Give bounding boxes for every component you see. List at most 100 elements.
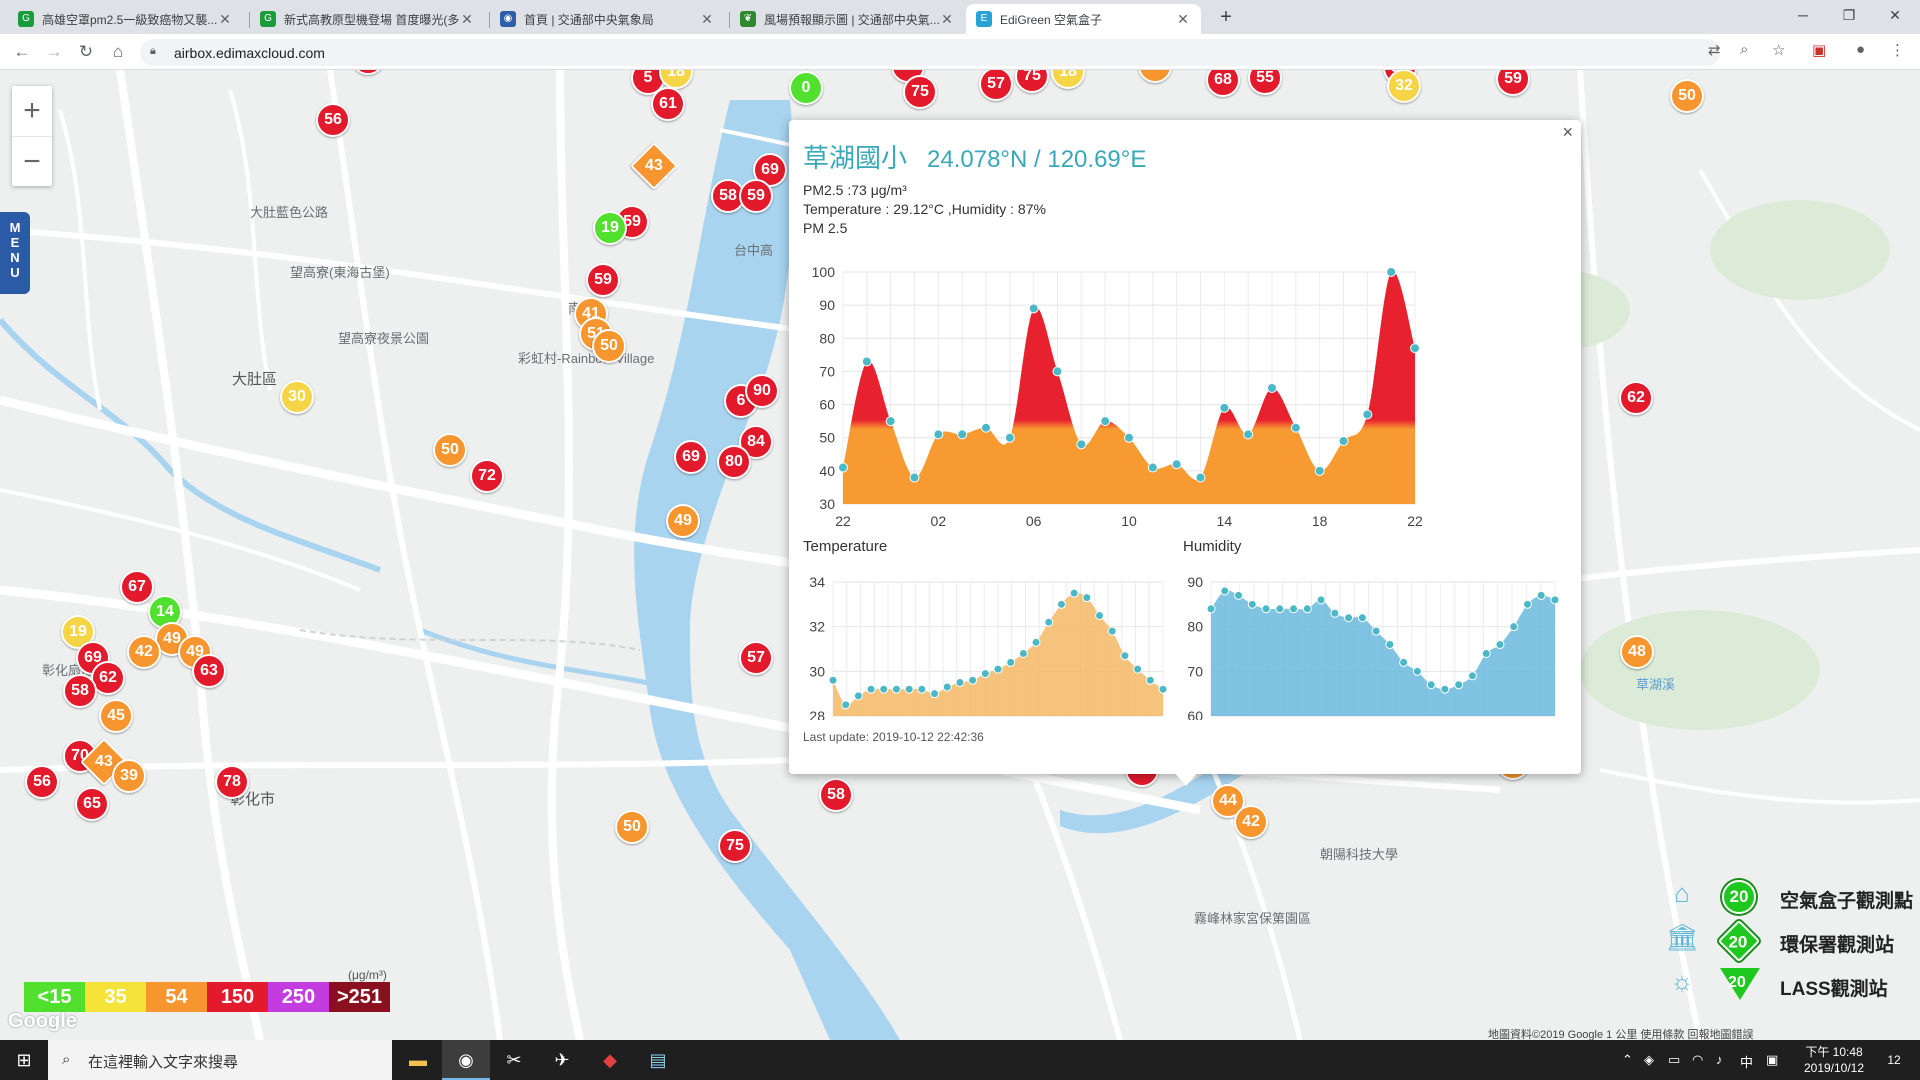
tray-battery-icon[interactable]: ▭	[1668, 1052, 1681, 1067]
airbox-marker[interactable]: 48	[1620, 635, 1654, 669]
airbox-marker[interactable]: 75	[718, 829, 752, 863]
data-point	[1467, 671, 1477, 681]
tray-chevron-icon[interactable]: ⌃	[1622, 1052, 1633, 1067]
y-tick-label: 28	[809, 708, 825, 720]
airbox-marker[interactable]: 59	[586, 263, 620, 297]
window-close-button[interactable]: ✕	[1889, 7, 1901, 23]
airbox-marker[interactable]: 56	[25, 765, 59, 799]
tab-2[interactable]: G 新式高教原型機登場 首度曝光(多... ✕	[250, 4, 485, 34]
airbox-marker[interactable]: 32	[1387, 70, 1421, 103]
airbox-marker[interactable]: 57	[739, 641, 773, 675]
restore-button[interactable]: ❐	[1842, 7, 1856, 23]
data-point	[1330, 608, 1340, 618]
windows-start-icon[interactable]: ⊞	[16, 1050, 32, 1070]
clock-date[interactable]: 2019/10/12	[1803, 1061, 1865, 1075]
extension-icon[interactable]: ▣	[1812, 42, 1827, 59]
clock-time[interactable]: 下午 10:48	[1805, 1045, 1863, 1059]
tab-title: 高雄空罩pm2.5一級致癌物又襲...	[42, 12, 217, 27]
airbox-marker[interactable]: 5	[631, 70, 665, 95]
airbox-marker[interactable]: 57	[979, 70, 1013, 101]
airbox-marker[interactable]: 63	[192, 654, 226, 688]
account-icon[interactable]: ●	[1856, 41, 1866, 58]
airbox-marker[interactable]: 50	[433, 433, 467, 467]
home-button[interactable]: ⌂	[112, 42, 124, 61]
translate-icon[interactable]: ⇄	[1708, 42, 1721, 59]
airbox-marker[interactable]: 19	[593, 211, 627, 245]
tray-security-icon[interactable]: ◈	[1644, 1052, 1654, 1067]
minimize-button[interactable]: ─	[1798, 7, 1808, 23]
airbox-marker[interactable]: 56	[316, 103, 350, 137]
address-bar[interactable]: 🔒︎ airbox.edimaxcloud.com	[140, 39, 1720, 66]
airbox-marker[interactable]: 44	[1211, 784, 1245, 818]
airbox-marker[interactable]: 61	[651, 87, 685, 121]
airbox-marker[interactable]: 30	[280, 380, 314, 414]
airbox-marker[interactable]: 65	[75, 787, 109, 821]
url-text[interactable]: airbox.edimaxcloud.com	[174, 45, 325, 61]
airbox-marker[interactable]: 50	[1670, 79, 1704, 113]
tray-wifi-icon[interactable]: ◠	[1692, 1052, 1704, 1067]
zoom-in-button[interactable]: +	[23, 94, 41, 127]
airbox-marker[interactable]: 75	[1015, 70, 1049, 93]
data-point	[879, 684, 889, 694]
zoom-icon[interactable]: ⌕	[1740, 41, 1749, 58]
reload-button[interactable]: ↻	[78, 42, 94, 61]
app-icon[interactable]: ◆	[603, 1050, 617, 1070]
chrome-icon[interactable]: ◉	[442, 1040, 490, 1080]
taskbar-search-box[interactable]: ⌕ 在這裡輸入文字來搜尋	[48, 1040, 392, 1080]
tray-keyboard-icon[interactable]: ▣	[1766, 1052, 1779, 1067]
airbox-marker[interactable]: 78	[215, 765, 249, 799]
tray-volume-icon[interactable]: ♪	[1716, 1052, 1723, 1067]
tab-1[interactable]: G 高雄空罩pm2.5一級致癌物又襲... ✕	[8, 4, 243, 34]
airbox-marker[interactable]: 69	[674, 440, 708, 474]
tab-4[interactable]: ❦ 風場預報顯示圖 | 交通部中央氣... ✕	[730, 4, 965, 34]
app-icon[interactable]: ✂	[506, 1050, 522, 1070]
app-icon[interactable]: ✈	[554, 1050, 570, 1070]
airbox-marker[interactable]: 42	[1234, 805, 1268, 839]
notification-center-icon[interactable]: 12	[1887, 1053, 1901, 1067]
close-icon[interactable]: ✕	[461, 10, 473, 27]
map-canvas[interactable]: 大肚區 彰化市 大肚藍色公路 望高寮(東海古堡) 望高寮夜景公園 南屯 彩虹村-…	[0, 70, 1920, 1040]
airbox-marker[interactable]: 58	[819, 778, 853, 812]
airbox-marker[interactable]: 75	[903, 75, 937, 109]
tab-title: 首頁 | 交通部中央氣象局	[524, 12, 654, 27]
airbox-marker[interactable]: 59	[739, 179, 773, 213]
airbox-marker[interactable]: 42	[127, 635, 161, 669]
airbox-marker[interactable]: 72	[470, 459, 504, 493]
bookmark-star-icon[interactable]: ☆	[1772, 42, 1786, 59]
airbox-marker[interactable]: 62	[1619, 381, 1653, 415]
airbox-marker[interactable]: 0	[789, 71, 823, 105]
ime-indicator[interactable]: 中	[1740, 1055, 1754, 1070]
airbox-marker[interactable]: 50	[615, 810, 649, 844]
forward-button[interactable]: →	[45, 42, 63, 61]
airbox-marker[interactable]: 19	[61, 615, 95, 649]
menu-kebab-icon[interactable]: ⋮	[1890, 42, 1905, 59]
airbox-marker[interactable]: 39	[112, 759, 146, 793]
airbox-marker[interactable]: 68	[1206, 70, 1240, 97]
tab-5-active[interactable]: E EdiGreen 空氣盒子 ✕	[966, 4, 1201, 34]
airbox-marker[interactable]: 49	[666, 504, 700, 538]
airbox-marker[interactable]: 67	[120, 570, 154, 604]
close-icon[interactable]: ✕	[219, 10, 231, 27]
airbox-marker[interactable]: 80	[717, 445, 751, 479]
map-attribution[interactable]: 地圖資料©2019 Google 1 公里 使用條款 回報地圖錯誤	[1488, 1029, 1754, 1040]
close-icon[interactable]: ✕	[941, 10, 953, 27]
tab-3[interactable]: ◉ 首頁 | 交通部中央氣象局 ✕	[490, 4, 725, 34]
close-icon[interactable]: ✕	[1177, 10, 1189, 27]
zoom-out-button[interactable]: −	[12, 136, 52, 186]
new-tab-button[interactable]: +	[1220, 6, 1232, 28]
airbox-marker[interactable]: 59	[1496, 70, 1530, 96]
data-point	[1095, 611, 1105, 620]
back-button[interactable]: ←	[13, 42, 31, 61]
airbox-marker[interactable]: 45	[99, 699, 133, 733]
file-explorer-icon[interactable]: ▬	[409, 1050, 427, 1070]
airbox-marker[interactable]: 50	[592, 329, 626, 363]
data-point	[853, 691, 863, 701]
airbox-marker[interactable]: 58	[63, 674, 97, 708]
airbox-marker[interactable]: 55	[1248, 70, 1282, 95]
close-icon[interactable]: ✕	[701, 10, 713, 27]
popup-close-button[interactable]: ×	[1562, 122, 1573, 142]
app-icon[interactable]: ▤	[649, 1050, 667, 1070]
airbox-marker[interactable]: 90	[745, 374, 779, 408]
airbox-marker[interactable]: 84	[739, 425, 773, 459]
